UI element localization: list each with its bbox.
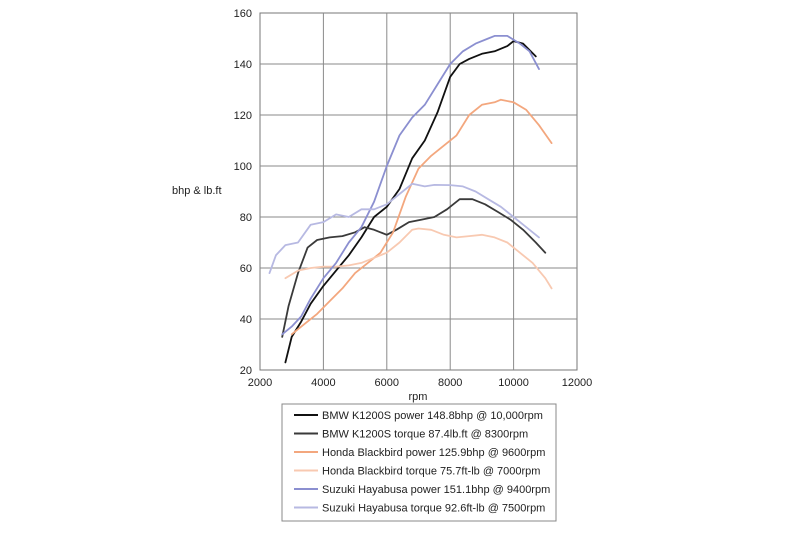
series-line-5 bbox=[281, 35, 540, 336]
plot-area bbox=[259, 12, 578, 371]
x-tick-label: 4000 bbox=[311, 377, 335, 389]
tick-labels: 2000 4000 6000 8000 10000 12000 20 40 60 80 100 120… bbox=[234, 8, 593, 389]
x-axis-label: rpm bbox=[409, 391, 428, 403]
legend-entry: Honda Blackbird power 125.9bhp @ 9600rpm bbox=[322, 447, 545, 459]
series-line-6 bbox=[268, 182, 540, 275]
series-lines bbox=[268, 35, 553, 364]
x-tick-label: 12000 bbox=[562, 377, 593, 389]
legend-entry: Honda Blackbird torque 75.7ft-lb @ 7000r… bbox=[322, 466, 540, 478]
y-tick-label: 40 bbox=[240, 314, 252, 326]
legend-entry: BMW K1200S power 148.8bhp @ 10,000rpm bbox=[322, 410, 543, 422]
y-tick-label: 60 bbox=[240, 263, 252, 275]
legend-entry: Suzuki Hayabusa torque 92.6ft-lb @ 7500r… bbox=[322, 503, 545, 515]
y-axis-label: bhp & lb.ft bbox=[172, 185, 222, 197]
y-tick-label: 20 bbox=[240, 365, 252, 377]
x-tick-label: 6000 bbox=[375, 377, 399, 389]
legend: BMW K1200S power 148.8bhp @ 10,000rpm BMW… bbox=[294, 410, 550, 515]
x-tick-label: 8000 bbox=[438, 377, 462, 389]
y-tick-label: 160 bbox=[234, 8, 252, 20]
legend-entry: Suzuki Hayabusa power 151.1bhp @ 9400rpm bbox=[322, 484, 550, 496]
series-line-1 bbox=[284, 40, 537, 364]
y-tick-label: 80 bbox=[240, 212, 252, 224]
legend-box bbox=[281, 403, 557, 522]
x-tick-label: 2000 bbox=[248, 377, 272, 389]
y-tick-label: 120 bbox=[234, 110, 252, 122]
y-tick-label: 140 bbox=[234, 59, 252, 71]
x-tick-label: 10000 bbox=[498, 377, 529, 389]
legend-entry: BMW K1200S torque 87.4lb.ft @ 8300rpm bbox=[322, 429, 528, 441]
y-tick-label: 100 bbox=[234, 161, 252, 173]
series-line-3 bbox=[290, 98, 553, 336]
series-line-2 bbox=[281, 198, 547, 338]
